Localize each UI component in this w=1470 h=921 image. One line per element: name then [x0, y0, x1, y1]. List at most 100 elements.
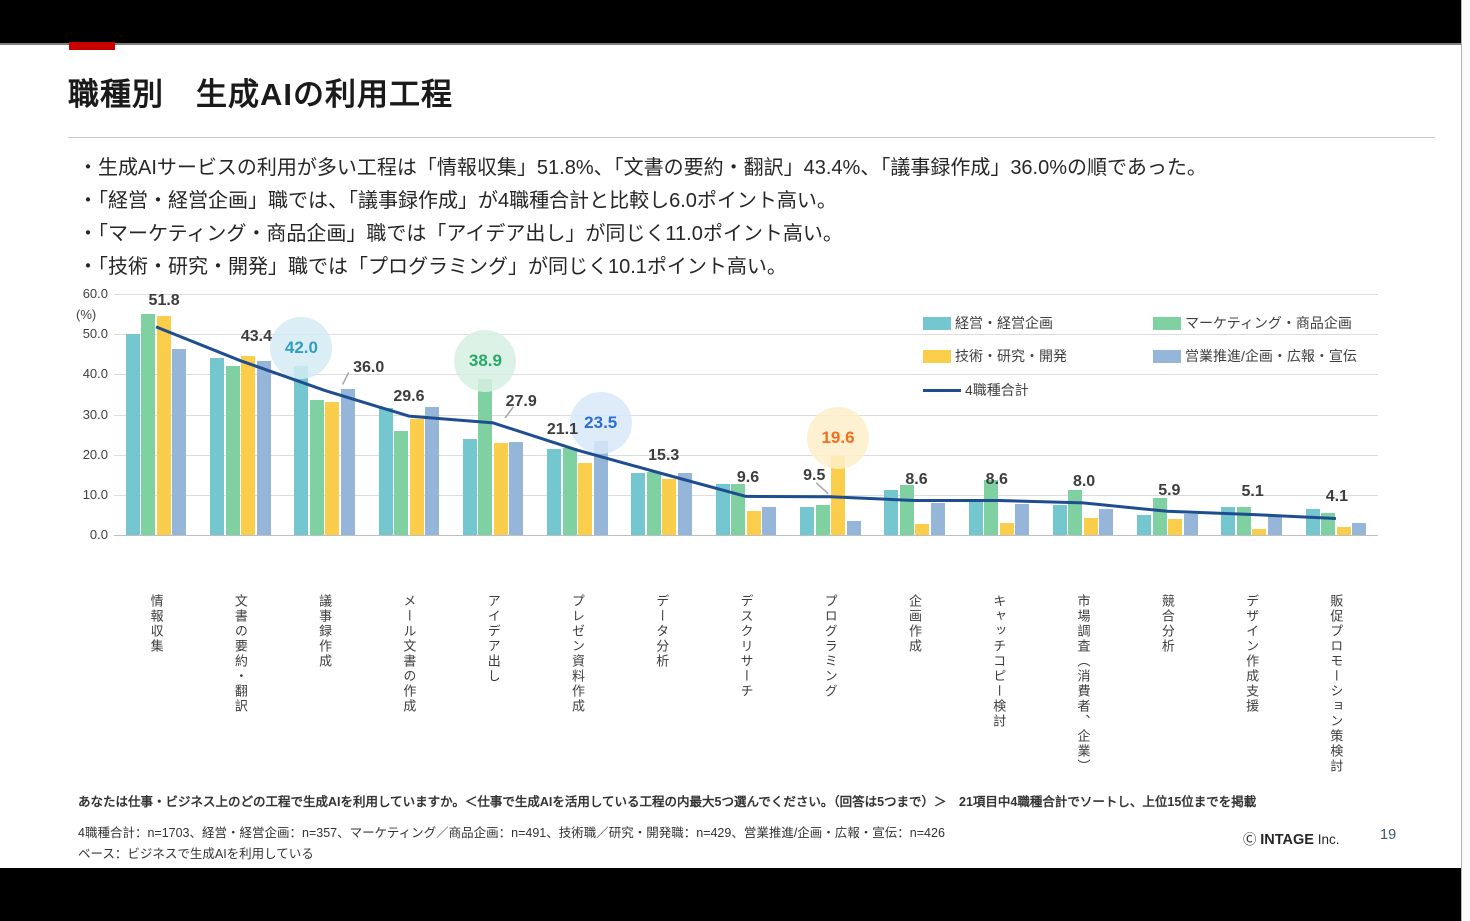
category-label: 市場調査（消費者、企業）: [1041, 594, 1125, 784]
category-label: 競合分析: [1125, 594, 1209, 784]
bar: [899, 485, 914, 535]
gridline: [114, 535, 1378, 536]
accent-bar: [69, 42, 115, 50]
bullet-item: ・「経営・経営企画」職では、「議事録作成」が4職種合計と比較し6.0ポイント高い…: [78, 190, 837, 212]
legend-swatch: [923, 349, 951, 363]
bar: [1083, 517, 1098, 535]
bar: [409, 418, 424, 535]
x-axis-category-labels: 情報収集 文書の要約・翻訳 議事録作成 メール文書の作成 アイデア出し プレゼン資料作成 デ…: [114, 594, 1378, 784]
bar: [1015, 504, 1030, 535]
chart-legend: 経営・経営企画 マーケティング・商品企画 技術・研究・開発 営業推進/企画・広報…: [905, 308, 1405, 408]
legend-item: 経営・経営企画: [923, 313, 1053, 333]
bar: [631, 473, 646, 535]
category-label: キャッチコピー検討: [957, 594, 1041, 784]
bar: [294, 366, 309, 535]
category-label: 情報収集: [114, 594, 198, 784]
category-label-text: 販促プロモーション策検討: [1328, 594, 1344, 774]
bullet-item: ・生成AIサービスの利用が多い工程は「情報収集」51.8%、「文書の要約・翻訳」…: [78, 157, 1207, 179]
bar-group: [704, 294, 788, 535]
footnote-base: ベース：ビジネスで生成AIを利用している: [78, 847, 314, 861]
bar: [1099, 509, 1114, 535]
category-label: デザイン作成支援: [1209, 594, 1293, 784]
bar: [662, 479, 677, 535]
trend-value-label: 8.6: [985, 471, 1008, 489]
trend-value-label: 43.4: [240, 327, 272, 345]
category-label-text: キャッチコピー検討: [991, 594, 1007, 729]
bar: [478, 378, 493, 535]
bar-group: [535, 294, 619, 535]
gridline: [114, 414, 1378, 416]
bar: [1137, 514, 1152, 535]
category-label-text: 文書の要約・翻訳: [232, 594, 248, 714]
category-label: プレゼン資料作成: [535, 594, 619, 784]
bar: [1252, 528, 1267, 535]
bar: [731, 484, 746, 535]
bar-group: [1125, 294, 1209, 535]
trend-value-label: 5.9: [1158, 482, 1181, 500]
bar: [493, 443, 508, 535]
bar: [462, 438, 477, 535]
bar: [1352, 522, 1367, 535]
legend-line-swatch: [923, 388, 961, 392]
trend-value-label: 9.5: [803, 466, 826, 484]
slide: 職種別 生成AIの利用工程 ・生成AIサービスの利用が多い工程は「情報収集」51…: [0, 43, 1470, 868]
bar: [1336, 526, 1351, 535]
page-title: 職種別 生成AIの利用工程: [68, 77, 453, 112]
summary-bullet-list: ・生成AIサービスの利用が多い工程は「情報収集」51.8%、「文書の要約・翻訳」…: [78, 152, 1453, 284]
bar: [677, 472, 692, 535]
brand-name: INTAGE: [1260, 832, 1314, 848]
category-label: 文書の要約・翻訳: [198, 594, 282, 784]
category-label-text: プログラミング: [822, 594, 838, 699]
bar: [915, 524, 930, 535]
legend-label: 経営・経営企画: [955, 315, 1053, 331]
bar: [1267, 514, 1282, 535]
bar-group: [367, 294, 451, 535]
bar: [762, 507, 777, 535]
y-axis-tick-label: 60.0: [82, 286, 108, 301]
category-label-text: 議事録作成: [317, 594, 333, 669]
legend-label: 技術・研究・開発: [955, 348, 1067, 364]
bar-group: [451, 294, 535, 535]
bar: [394, 430, 409, 535]
trend-value-label: 4.1: [1325, 487, 1348, 505]
bar: [884, 490, 899, 535]
category-label: データ分析: [620, 594, 704, 784]
bar: [425, 407, 440, 535]
bar: [800, 507, 814, 535]
bar: [256, 361, 271, 535]
legend-swatch: [1153, 349, 1181, 363]
bar: [325, 401, 340, 535]
y-axis-unit-label: (%): [76, 307, 97, 322]
category-label-text: 競合分析: [1159, 594, 1175, 654]
bar: [593, 440, 608, 535]
bar: [930, 503, 945, 535]
bar: [968, 501, 983, 535]
highlight-value-bubble: 19.6: [807, 407, 870, 470]
legend-item: 技術・研究・開発: [923, 346, 1067, 366]
legend-label: マーケティング・商品企画: [1185, 315, 1352, 331]
legend-swatch: [1153, 316, 1181, 330]
bar: [578, 463, 593, 535]
bar: [378, 407, 393, 535]
category-label-text: データ分析: [654, 594, 670, 669]
gridline: [114, 374, 1378, 376]
bar: [309, 400, 324, 535]
category-label: 議事録作成: [283, 594, 367, 784]
bar: [1052, 504, 1067, 535]
y-axis-tick-label: 50.0: [82, 326, 108, 342]
trend-value-label: 9.6: [736, 469, 760, 487]
bar: [1152, 498, 1167, 535]
scrollbar-track[interactable]: [1461, 0, 1470, 921]
trend-value-label: 51.8: [148, 291, 180, 309]
category-label: メール文書の作成: [367, 594, 451, 784]
category-label-text: デザイン作成支援: [1244, 594, 1260, 714]
category-label-text: アイデア出し: [485, 594, 501, 684]
category-label-text: メール文書の作成: [401, 594, 417, 714]
category-label: デスクリサーチ: [704, 594, 788, 784]
y-axis-tick-label: 30.0: [82, 406, 108, 422]
category-label: アイデア出し: [451, 594, 535, 784]
highlight-value-bubble: 23.5: [569, 391, 632, 454]
bottom-letterbox: [0, 868, 1470, 921]
top-letterbox: [0, 0, 1470, 45]
gridline: [114, 454, 1378, 456]
